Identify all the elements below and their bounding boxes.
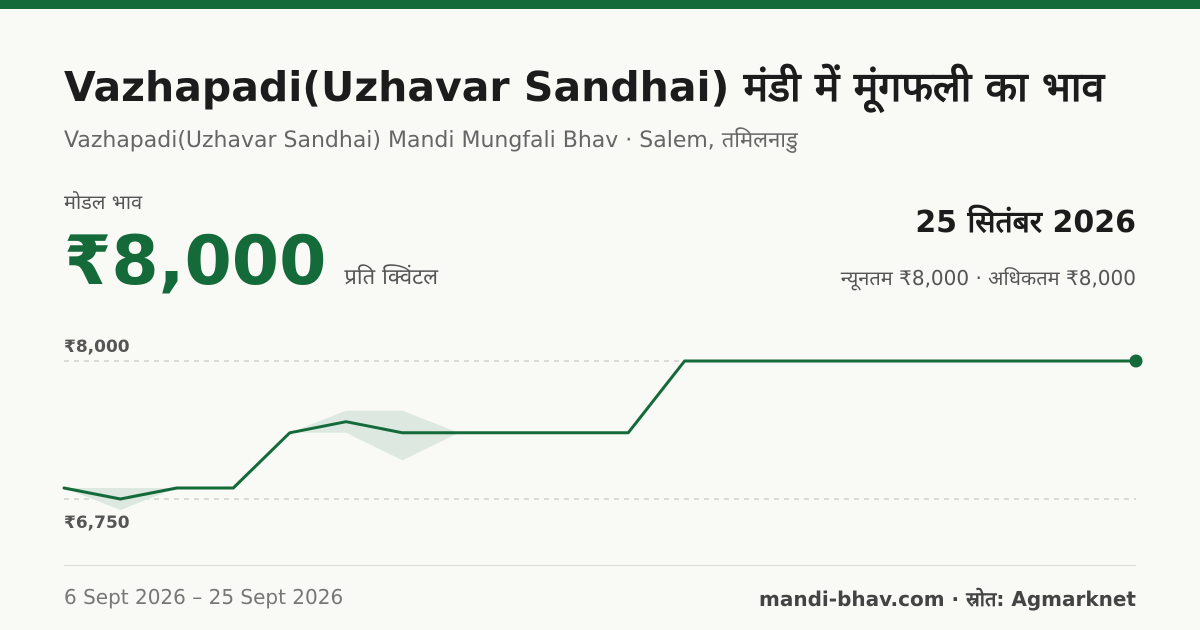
source-credit: mandi-bhav.com · स्रोत: Agmarknet — [759, 587, 1136, 611]
modal-price-value: ₹8,000 — [64, 222, 327, 301]
price-date: 25 सितंबर 2026 — [915, 205, 1136, 240]
last-price-point — [1129, 354, 1143, 368]
modal-price-label: मोडल भाव — [64, 190, 143, 214]
price-trend-chart: ₹8,000 ₹6,750 — [62, 337, 1143, 533]
min-max-price: न्यूनतम ₹8,000 · अधिकतम ₹8,000 — [840, 266, 1136, 290]
price-row: ₹8,000 प्रति क्विंटल — [64, 222, 438, 301]
page-subtitle: Vazhapadi(Uzhavar Sandhai) Mandi Mungfal… — [64, 128, 798, 153]
price-unit: प्रति क्विंटल — [344, 265, 439, 290]
date-range: 6 Sept 2026 – 25 Sept 2026 — [64, 585, 344, 609]
page-title: Vazhapadi(Uzhavar Sandhai) मंडी में मूंग… — [64, 63, 1105, 111]
y-tick-label-max: ₹8,000 — [64, 337, 130, 357]
y-tick-label-min: ₹6,750 — [64, 513, 130, 533]
price-line — [62, 359, 1138, 501]
top-accent-bar — [0, 0, 1200, 9]
footer-divider — [64, 565, 1136, 566]
